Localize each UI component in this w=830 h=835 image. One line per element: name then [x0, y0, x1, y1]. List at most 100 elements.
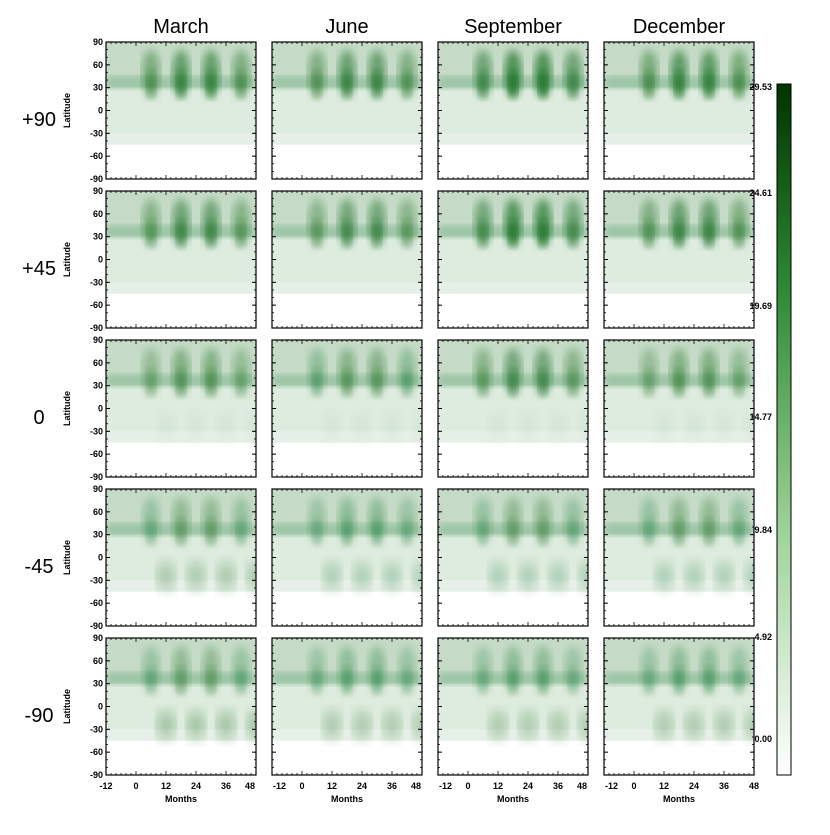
seasonal-core	[176, 69, 186, 98]
panel-field	[438, 638, 588, 775]
y-tick-label: -60	[90, 300, 103, 310]
heatmap-panel: -12 0 12 24 36 48 Months	[603, 637, 759, 804]
seasonal-core	[402, 218, 412, 247]
southern-peak	[414, 561, 422, 592]
x-tick-label: 36	[553, 781, 563, 791]
band-subtropic	[106, 729, 256, 741]
seasonal-core	[372, 516, 382, 545]
heatmap-panel: 90 60 30 0 -30 -60 -90 Latitude	[62, 484, 257, 631]
seasonal-core	[538, 516, 548, 545]
y-tick-label: 0	[98, 255, 103, 265]
panel-field	[272, 191, 422, 328]
southern-peak	[656, 412, 672, 443]
band-subtropic	[604, 133, 754, 145]
seasonal-core	[644, 665, 654, 694]
southern-peak	[248, 412, 256, 443]
southern-peak	[580, 710, 588, 741]
y-tick-label: -60	[90, 747, 103, 757]
seasonal-core	[674, 69, 684, 98]
seasonal-core	[568, 516, 578, 545]
x-tick-label: 12	[161, 781, 171, 791]
seasonal-core	[372, 665, 382, 694]
southern-peak	[354, 561, 370, 592]
x-tick-label: 48	[577, 781, 587, 791]
seasonal-core	[508, 516, 518, 545]
colorbar-tick-label: 0.00	[754, 734, 772, 744]
seasonal-core	[312, 665, 322, 694]
heatmap-panel	[437, 190, 589, 329]
panel-field	[106, 638, 256, 775]
heatmap-panel	[437, 339, 589, 478]
southern-peak	[490, 412, 506, 443]
seasonal-core	[568, 367, 578, 396]
panel-field	[106, 340, 256, 477]
column-title: December	[633, 16, 726, 38]
y-axis-label: Latitude	[62, 391, 72, 426]
band-subtropic	[438, 580, 588, 592]
x-tick-label: 24	[357, 781, 367, 791]
x-tick-label: 0	[133, 781, 138, 791]
y-tick-label: -60	[90, 449, 103, 459]
heatmap-panel: -12 0 12 24 36 48 Months	[271, 637, 423, 804]
panel-field	[106, 191, 256, 328]
seasonal-core	[508, 665, 518, 694]
southern-peak	[550, 412, 566, 443]
seasonal-core	[342, 367, 352, 396]
colorbar-frame	[776, 83, 792, 776]
x-tick-label: 24	[689, 781, 699, 791]
y-tick-label: -60	[90, 151, 103, 161]
y-tick-label: -90	[90, 323, 103, 333]
y-tick-label: 60	[93, 656, 103, 666]
y-axis-label: Latitude	[62, 540, 72, 575]
y-tick-label: 0	[98, 702, 103, 712]
southern-peak	[188, 412, 204, 443]
seasonal-core	[312, 367, 322, 396]
x-tick-label: -12	[99, 781, 112, 791]
southern-peak	[384, 561, 400, 592]
panel-field	[604, 340, 754, 477]
seasonal-core	[236, 665, 246, 694]
seasonal-core	[342, 516, 352, 545]
row-label: -45	[25, 556, 54, 578]
seasonal-core	[508, 367, 518, 396]
seasonal-core	[236, 516, 246, 545]
southern-peak	[746, 561, 754, 592]
x-tick-label: 24	[191, 781, 201, 791]
y-tick-label: -30	[90, 128, 103, 138]
colorbar-tick-label: 9.84	[754, 525, 772, 535]
southern-peak	[686, 561, 702, 592]
seasonal-core	[734, 218, 744, 247]
y-tick-label: 30	[93, 679, 103, 689]
x-axis-label: Months	[497, 794, 529, 804]
seasonal-core	[402, 665, 412, 694]
southern-peak	[248, 710, 256, 741]
heatmap-panel: 90 60 30 0 -30 -60 -90 Latitude	[62, 37, 257, 184]
seasonal-core	[312, 69, 322, 98]
seasonal-core	[206, 218, 216, 247]
x-axis-label: Months	[663, 794, 695, 804]
y-tick-label: 30	[93, 83, 103, 93]
seasonal-core	[312, 218, 322, 247]
column-title: June	[325, 16, 368, 38]
band-subtropic	[438, 282, 588, 294]
southern-peak	[490, 561, 506, 592]
panel-field	[604, 42, 754, 179]
y-tick-label: 90	[93, 484, 103, 494]
x-tick-label: 24	[523, 781, 533, 791]
southern-peak	[580, 561, 588, 592]
seasonal-core	[478, 69, 488, 98]
southern-peak	[188, 561, 204, 592]
seasonal-core	[644, 218, 654, 247]
heatmap-panel	[603, 488, 755, 627]
y-tick-label: 90	[93, 37, 103, 47]
x-tick-label: -12	[605, 781, 618, 791]
seasonal-core	[734, 367, 744, 396]
seasonal-core	[342, 665, 352, 694]
seasonal-core	[508, 218, 518, 247]
southern-peak	[520, 561, 536, 592]
heatmap-panel	[437, 488, 589, 627]
column-title: September	[464, 16, 562, 38]
colorbar-tick-label: 29.53	[749, 82, 772, 92]
seasonal-core	[206, 665, 216, 694]
